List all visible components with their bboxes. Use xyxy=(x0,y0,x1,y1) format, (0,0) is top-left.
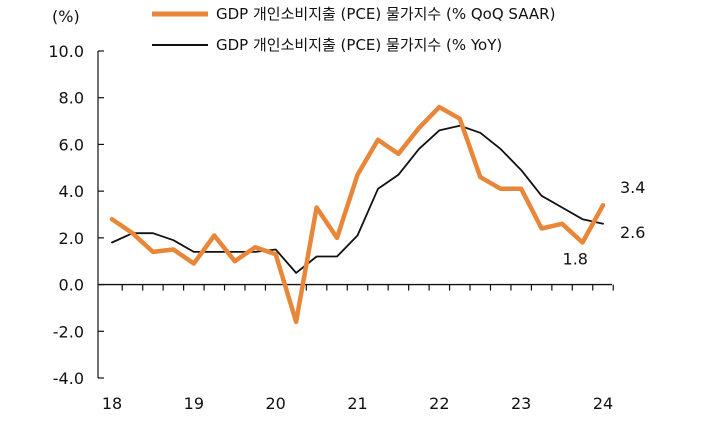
y-tick-label: 6.0 xyxy=(59,135,84,154)
y-tick-label: 10.0 xyxy=(48,42,84,61)
series-line-qoq xyxy=(109,104,606,325)
x-tick-label: 19 xyxy=(184,394,204,413)
legend-label-yoy: GDP 개인소비지출 (PCE) 물가지수 (% YoY) xyxy=(216,36,502,54)
y-tick-label: 0.0 xyxy=(59,276,84,295)
x-tick-label: 18 xyxy=(102,394,122,413)
legend-label-qoq: GDP 개인소비지출 (PCE) 물가지수 (% QoQ SAAR) xyxy=(216,5,555,23)
series-line-yoy xyxy=(111,124,604,274)
value-annotation: 1.8 xyxy=(563,250,588,269)
y-tick-label: 4.0 xyxy=(59,182,84,201)
x-tick-label: 21 xyxy=(347,394,367,413)
y-tick-label: 2.0 xyxy=(59,229,84,248)
y-tick-label: 8.0 xyxy=(59,89,84,108)
annotation-layer: 3.4 2.6 1.8 xyxy=(563,178,646,268)
series-layer xyxy=(109,104,606,325)
x-tick-label: 22 xyxy=(429,394,449,413)
x-tick-label: 24 xyxy=(593,394,613,413)
value-annotation: 2.6 xyxy=(620,223,645,242)
legend-item-yoy: GDP 개인소비지출 (PCE) 물가지수 (% YoY) xyxy=(152,36,502,54)
y-tick-label: -4.0 xyxy=(53,369,84,388)
legend-item-qoq: GDP 개인소비지출 (PCE) 물가지수 (% QoQ SAAR) xyxy=(152,5,555,23)
axes: 10.0 8.0 6.0 4.0 2.0 0.0 -2.0 -4.0 18 19 20 21 22 23 2… xyxy=(48,42,614,413)
y-unit-label: (%) xyxy=(52,7,80,26)
x-tick-label: 23 xyxy=(511,394,531,413)
y-tick-label: -2.0 xyxy=(53,322,84,341)
value-annotation: 3.4 xyxy=(620,178,645,197)
legend: GDP 개인소비지출 (PCE) 물가지수 (% QoQ SAAR) GDP 개… xyxy=(152,5,555,54)
x-tick-label: 20 xyxy=(265,394,285,413)
